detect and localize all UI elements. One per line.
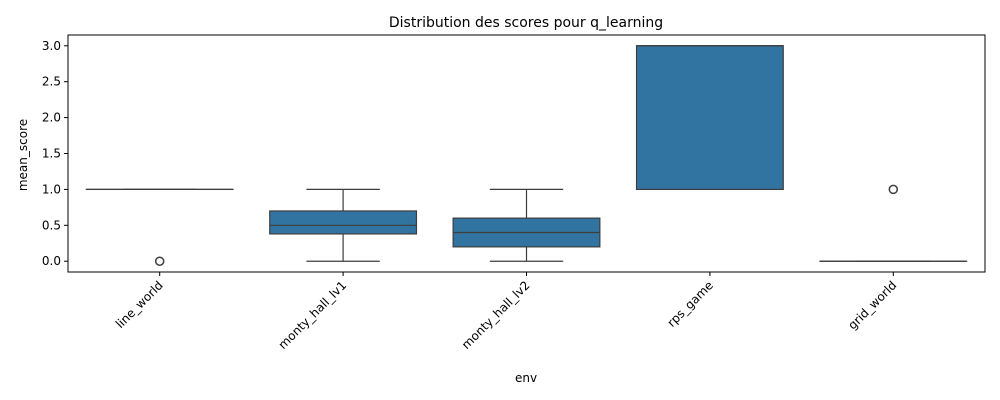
x-tick-label-monty-hall-lv2: monty_hall_lv2 — [459, 278, 533, 352]
chart-title: Distribution des scores pour q_learning — [389, 15, 663, 31]
box-body — [635, 45, 784, 191]
y-tick-label: 0.5 — [42, 218, 61, 232]
plot-area: 0.0 0.5 1.0 1.5 2.0 2.5 3.0 line_world monty_hal… — [42, 34, 986, 352]
outlier-point — [888, 184, 899, 195]
x-tick-label-rps-game: rps_game — [665, 278, 717, 330]
box-group-rps-game — [635, 45, 784, 191]
box-group-monty-hall-lv1 — [269, 188, 418, 262]
y-tick-label: 1.0 — [42, 182, 61, 196]
x-tick-label-monty-hall-lv1: monty_hall_lv1 — [276, 278, 350, 352]
y-tick-label: 3.0 — [42, 39, 61, 53]
y-tick-label: 2.0 — [42, 111, 61, 125]
y-tick-label: 2.5 — [42, 75, 61, 89]
plot-frame — [67, 34, 986, 273]
y-tick-label: 1.5 — [42, 147, 61, 161]
x-tick-label-grid-world: grid_world — [845, 278, 899, 332]
x-tick-label-line-world: line_world — [113, 278, 166, 331]
x-axis-label: env — [515, 371, 537, 385]
box-body — [269, 210, 418, 235]
box-group-grid-world — [819, 184, 968, 262]
box-group-monty-hall-lv2 — [452, 188, 601, 262]
outlier-point — [154, 256, 165, 266]
y-axis-label: mean_score — [16, 119, 30, 191]
y-tick-label: 0.0 — [42, 254, 61, 268]
box-group-line-world — [85, 188, 234, 266]
